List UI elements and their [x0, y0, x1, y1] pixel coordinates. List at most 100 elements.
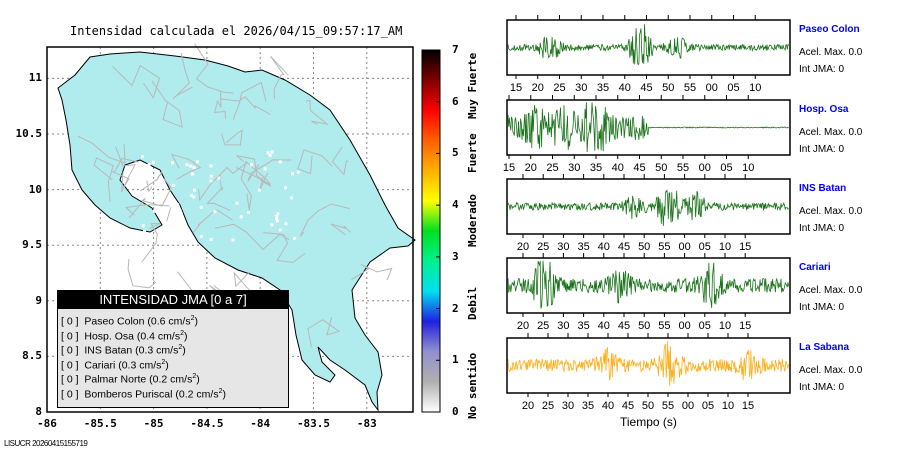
- intensity-value: [ 0 ]: [61, 330, 79, 342]
- waveform-frame: [506, 19, 791, 76]
- max-acceleration: Acel. Max. 0.0: [799, 365, 863, 376]
- intensity-value: [ 0 ]: [61, 388, 79, 400]
- station-marker: [276, 212, 280, 216]
- x-tick-label: -84: [250, 417, 271, 430]
- time-tick-label: 55: [658, 320, 671, 332]
- time-tick-label: 10: [718, 241, 732, 253]
- legend-item: [ 0 ] Cariari (0.3 cm/s2): [58, 356, 288, 372]
- time-tick-label: 40: [597, 241, 610, 253]
- time-tick-label: 45: [617, 241, 631, 253]
- unit-exponent: 2: [218, 387, 223, 395]
- colorbar: [421, 49, 441, 413]
- road-line: [151, 80, 183, 128]
- colorbar-tick-label: 2: [452, 301, 459, 315]
- station-label: La Sabana: [799, 342, 850, 353]
- time-axis-label: Tiempo (s): [620, 415, 677, 429]
- station-marker: [284, 222, 288, 226]
- colorbar-tick-label: 0: [452, 405, 459, 418]
- station-marker: [152, 160, 156, 164]
- road-line: [270, 56, 289, 100]
- intensity-legend: INTENSIDAD JMA [0 a 7] [ 0 ] Paseo Colon…: [57, 290, 289, 408]
- colorbar-category-label: No sentido: [466, 352, 479, 420]
- unit-exponent: 2: [180, 329, 184, 337]
- time-tick-label: 10: [742, 162, 755, 174]
- time-tick-label: 45: [621, 400, 635, 412]
- time-tick-label: 45: [633, 162, 646, 174]
- road-line: [206, 174, 231, 211]
- waveform-trace: [507, 24, 790, 66]
- station-name: Palmar Norte: [84, 373, 147, 386]
- waveform-frame: [506, 257, 791, 314]
- road-line: [235, 167, 272, 191]
- station-label: Paseo Colon: [799, 24, 860, 35]
- station-marker: [266, 151, 270, 155]
- station-marker: [199, 205, 203, 209]
- acceleration: (0.4 cm/s: [136, 330, 181, 342]
- time-tick-label: 45: [617, 320, 631, 332]
- waveform-trace: [507, 341, 790, 386]
- colorbar-tick-label: 4: [452, 198, 459, 212]
- colorbar-tick-label: 6: [452, 94, 459, 108]
- road-line: [331, 146, 349, 176]
- y-tick-label: 8: [35, 405, 42, 418]
- jma-intensity: Int JMA: 0: [799, 302, 845, 313]
- road-line: [236, 155, 272, 187]
- time-tick-label: 35: [596, 82, 610, 94]
- acceleration: (0.6 cm/s: [147, 315, 191, 328]
- road-line: [128, 178, 172, 219]
- colorbar-tick-label: 1: [452, 353, 459, 367]
- time-tick-label: 20: [516, 320, 530, 332]
- station-marker: [209, 174, 213, 178]
- road-line: [93, 157, 114, 202]
- station-marker: [290, 196, 294, 200]
- station-marker: [209, 164, 213, 168]
- station-marker: [152, 209, 156, 213]
- time-tick-label: 40: [618, 82, 631, 94]
- station-marker: [250, 163, 254, 167]
- time-tick-label: 05: [698, 320, 711, 332]
- waveform-trace: [507, 260, 790, 309]
- station-marker: [213, 210, 217, 214]
- y-tick-label: 11: [28, 71, 42, 85]
- station-marker: [189, 164, 193, 168]
- station-marker: [270, 150, 274, 154]
- station-marker: [231, 238, 235, 242]
- station-marker: [275, 214, 279, 218]
- time-tick-label: 35: [577, 241, 590, 253]
- paren: ): [194, 315, 199, 328]
- station-marker: [144, 166, 148, 170]
- time-tick-label: 25: [546, 162, 559, 174]
- station-marker: [191, 172, 195, 176]
- time-tick-label: 20: [531, 82, 544, 94]
- time-tick-label: 40: [597, 320, 610, 332]
- station-marker: [257, 188, 261, 192]
- y-tick-label: 9: [35, 293, 42, 307]
- station-marker: [171, 161, 175, 165]
- time-tick-label: 50: [638, 320, 651, 332]
- time-tick-label: 55: [661, 400, 675, 412]
- time-tick-label: 20: [524, 162, 537, 174]
- paren: ): [196, 373, 200, 386]
- x-tick-label: -83: [356, 417, 377, 430]
- unit-exponent: 2: [161, 358, 166, 366]
- x-tick-label: -85: [143, 417, 164, 430]
- time-tick-label: 25: [537, 241, 550, 253]
- time-tick-label: 00: [681, 400, 695, 412]
- waveform-trace: [507, 102, 789, 153]
- road-line: [214, 223, 290, 251]
- station-marker: [278, 160, 282, 164]
- time-tick-label: 15: [509, 82, 523, 94]
- station-label: Cariari: [799, 262, 831, 273]
- road-line: [240, 160, 263, 211]
- road-line: [198, 162, 248, 202]
- station-marker: [171, 184, 175, 188]
- time-tick-label: 30: [557, 241, 570, 253]
- time-tick-label: 10: [718, 320, 732, 332]
- road-line: [115, 146, 136, 193]
- station-marker: [144, 169, 148, 173]
- y-tick-label: 8.5: [22, 349, 42, 363]
- station-marker: [278, 228, 282, 232]
- x-tick-label: -84.5: [190, 417, 224, 430]
- station-marker: [152, 184, 156, 188]
